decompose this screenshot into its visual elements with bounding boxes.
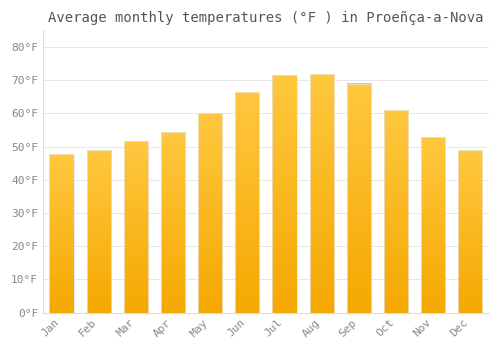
Bar [421, 137, 445, 313]
Bar [198, 113, 222, 313]
Bar [310, 74, 334, 313]
Title: Average monthly temperatures (°F ) in Proeñça-a-Nova: Average monthly temperatures (°F ) in Pr… [48, 11, 484, 25]
Bar [384, 110, 408, 313]
Bar [272, 75, 296, 313]
Bar [161, 132, 185, 313]
Bar [124, 141, 148, 313]
Bar [50, 154, 74, 313]
Bar [236, 92, 260, 313]
Bar [86, 150, 111, 313]
Bar [458, 150, 482, 313]
Bar [347, 84, 371, 313]
